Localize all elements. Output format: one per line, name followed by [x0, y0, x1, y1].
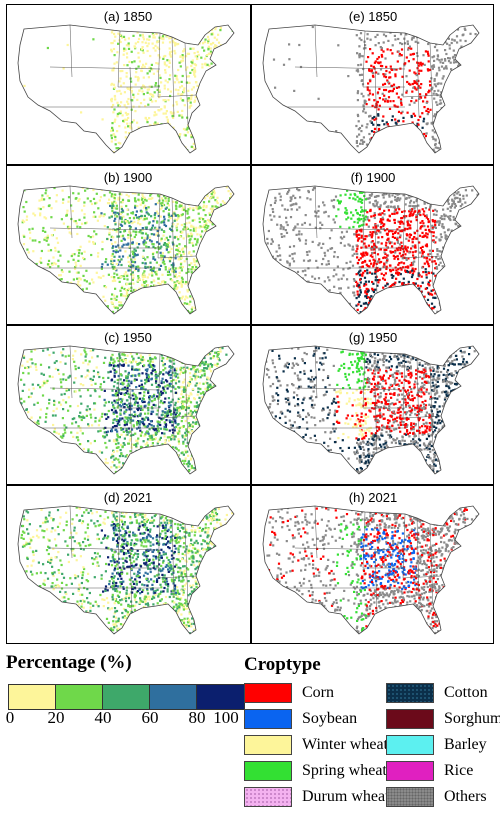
- colorbar-tick: 20: [47, 708, 65, 727]
- legend-label: Cotton: [444, 684, 488, 701]
- colorbar-tick: 80: [188, 708, 206, 727]
- colorbar-segment-80-100: [197, 685, 244, 709]
- panel-d-2021: (d) 2021: [10, 488, 246, 642]
- legend-swatch: [244, 761, 292, 781]
- colorbar-segment-40-60: [103, 685, 150, 709]
- colorbar-tick: 60: [141, 708, 159, 727]
- legend-swatch: [244, 787, 292, 807]
- us-map-percentage-1850: [17, 24, 235, 154]
- panel-e-1850: (e) 1850: [255, 7, 491, 161]
- legend-label: Spring wheat: [302, 762, 387, 779]
- panel-f-1900: (f) 1900: [255, 168, 491, 322]
- legend-label: Barley: [444, 736, 487, 753]
- panel-label: (d) 2021: [103, 490, 153, 505]
- panel-h-2021: (h) 2021: [255, 488, 491, 642]
- colorbar-tick: 0: [5, 708, 15, 727]
- panel-label: (b) 1900: [103, 170, 153, 185]
- us-map-percentage-1900: [17, 185, 235, 315]
- legend-item-sorghum: Sorghum: [386, 708, 500, 730]
- legend-swatch: [386, 761, 434, 781]
- legend-label: Sorghum: [444, 710, 500, 727]
- colorbar-segment-60-80: [150, 685, 197, 709]
- legend-swatch: [244, 735, 292, 755]
- legend-label: Rice: [444, 762, 474, 779]
- percentage-legend-title: Percentage (%): [6, 652, 132, 673]
- colorbar-tick: 40: [94, 708, 112, 727]
- us-map-croptype-1850: [262, 24, 480, 154]
- legend-item-rice: Rice: [386, 760, 473, 782]
- legend-label: Durum wheat: [302, 788, 390, 805]
- us-map-percentage-2021: [17, 505, 235, 635]
- panel-label: (g) 1950: [348, 330, 398, 345]
- us-map-croptype-2021: [262, 505, 480, 635]
- legend-swatch: [244, 709, 292, 729]
- colorbar-tick: 100: [213, 708, 239, 727]
- colorbar-segment-20-40: [56, 685, 103, 709]
- panel-label: (a) 1850: [103, 9, 153, 24]
- us-map-percentage-1950: [17, 345, 235, 475]
- legend-swatch: [386, 709, 434, 729]
- legend-item-durum-wheat: Durum wheat: [244, 786, 390, 808]
- panel-a-1850: (a) 1850: [10, 7, 246, 161]
- legend-swatch: [386, 683, 434, 703]
- panel-g-1950: (g) 1950: [255, 328, 491, 482]
- panel-b-1900: (b) 1900: [10, 168, 246, 322]
- panel-label: (f) 1900: [350, 170, 396, 185]
- colorbar-segment-0-20: [9, 685, 56, 709]
- panel-divider-1: [7, 164, 493, 166]
- panel-divider-2: [7, 324, 493, 326]
- us-map-croptype-1900: [262, 185, 480, 315]
- legend-item-winter-wheat: Winter wheat: [244, 734, 388, 756]
- legend-label: Winter wheat: [302, 736, 388, 753]
- panel-label: (h) 2021: [348, 490, 398, 505]
- panel-label: (e) 1850: [348, 9, 398, 24]
- percentage-colorbar: [8, 684, 245, 710]
- legend-label: Soybean: [302, 710, 358, 727]
- legend-swatch: [244, 683, 292, 703]
- panel-c-1950: (c) 1950: [10, 328, 246, 482]
- legend-label: Corn: [302, 684, 334, 701]
- legend-item-corn: Corn: [244, 682, 334, 704]
- legend-item-spring-wheat: Spring wheat: [244, 760, 387, 782]
- legend-swatch: [386, 735, 434, 755]
- legend-label: Others: [444, 788, 487, 805]
- us-map-croptype-1950: [262, 345, 480, 475]
- legend-item-cotton: Cotton: [386, 682, 488, 704]
- panel-divider-3: [7, 484, 493, 486]
- legend-item-others: Others: [386, 786, 487, 808]
- legend-item-barley: Barley: [386, 734, 487, 756]
- legend-swatch: [386, 787, 434, 807]
- croptype-legend-title: Croptype: [244, 654, 321, 675]
- map-panels-grid: (a) 1850 (e) 1850 (b) 1900 (f) 1900 (c) …: [6, 4, 494, 644]
- panel-label: (c) 1950: [104, 330, 152, 345]
- legend-item-soybean: Soybean: [244, 708, 357, 730]
